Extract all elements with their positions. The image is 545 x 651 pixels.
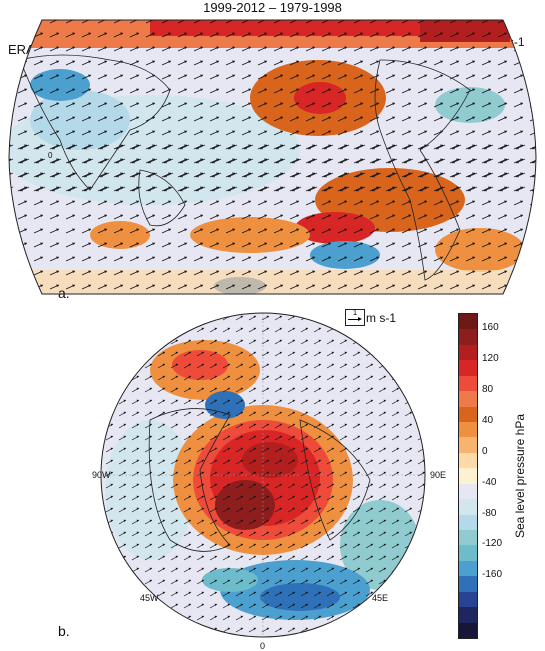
colorbar-swatch: [459, 468, 477, 485]
colorbar-swatch: [459, 375, 477, 392]
longitude-label-0: 0: [260, 641, 266, 651]
colorbar-tick-label: -120: [482, 538, 503, 550]
colorbar-swatch: [459, 560, 477, 577]
panel-a-label: a.: [58, 285, 70, 301]
colorbar-swatch: [459, 329, 477, 346]
colorbar-swatch: [459, 499, 477, 516]
colorbar-swatch: [459, 360, 477, 377]
figure-title: 1999-2012 – 1979-1998: [203, 0, 342, 15]
polar-map-panel-b: [100, 312, 426, 638]
reference-vector-box-b: 1: [345, 308, 365, 326]
colorbar-title: Sea level pressure hPa: [513, 413, 527, 539]
longitude-label-45e: 45E: [372, 593, 389, 603]
colorbar-tick-label: 40: [482, 415, 494, 426]
colorbar-swatch: [459, 391, 477, 408]
colorbar-swatch: [459, 437, 477, 454]
vector-unit-label-b: m s-1: [366, 311, 396, 325]
colorbar-swatch: [459, 483, 477, 500]
colorbar-swatch: [459, 622, 477, 639]
colorbar-swatch: [459, 344, 477, 361]
colorbar-tick-label: -80: [482, 507, 497, 519]
global-map-panel-a: [8, 19, 537, 295]
reference-vector-value-b: 1: [352, 308, 358, 317]
colorbar-swatch: [459, 406, 477, 423]
colorbar-swatch: [459, 422, 477, 438]
map-marker: 0: [48, 151, 53, 160]
colorbar-swatch: [459, 530, 477, 546]
colorbar: [458, 313, 478, 639]
colorbar-swatch: [459, 314, 477, 330]
panel-b-label: b.: [58, 623, 70, 639]
colorbar-tick-label: 0: [482, 445, 488, 457]
longitude-label-45w: 45W: [140, 593, 159, 603]
colorbar-swatch: [459, 576, 477, 593]
reference-arrow-icon: [348, 317, 362, 321]
colorbar-tick-label: -160: [482, 569, 503, 581]
colorbar-tick-label: 120: [482, 353, 499, 365]
longitude-label-90e: 90E: [430, 470, 447, 480]
sea-level-pressure-field-a: [9, 20, 536, 294]
colorbar-tick-label: -40: [482, 476, 497, 488]
colorbar-swatch: [459, 545, 477, 562]
colorbar-tick-label: 160: [482, 322, 499, 334]
longitude-label-90w: 90W: [92, 470, 111, 480]
colorbar-swatch: [459, 607, 477, 624]
colorbar-swatch: [459, 514, 477, 531]
sea-level-pressure-field-b: [101, 313, 425, 637]
colorbar-swatch: [459, 591, 477, 608]
colorbar-tick-label: 80: [482, 384, 494, 396]
colorbar-swatch: [459, 452, 477, 469]
